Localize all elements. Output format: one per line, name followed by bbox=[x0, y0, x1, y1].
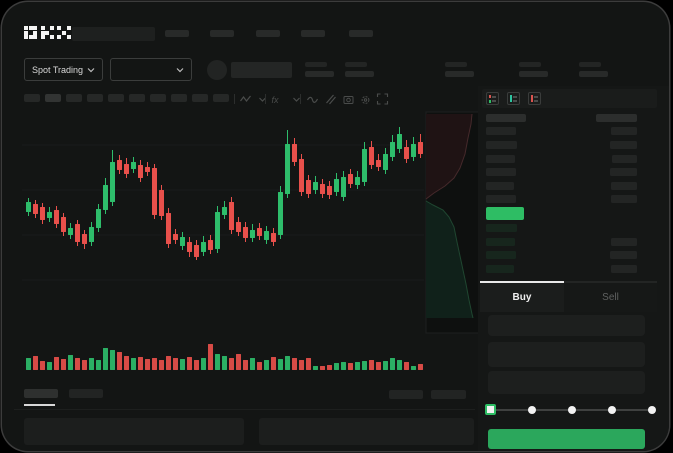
amount-input[interactable] bbox=[488, 342, 645, 367]
slider-stop-2[interactable] bbox=[568, 406, 576, 414]
ask-size-bar bbox=[611, 182, 637, 190]
stat-label-0 bbox=[305, 62, 327, 67]
ask-price-bar bbox=[486, 127, 516, 135]
slider-stop-1[interactable] bbox=[528, 406, 536, 414]
nav-item-2[interactable] bbox=[256, 30, 280, 37]
indicator-zigzag-icon[interactable] bbox=[239, 93, 252, 106]
pair-name-placeholder bbox=[231, 62, 292, 78]
logo-letter-o bbox=[24, 26, 38, 40]
logo-letter-k bbox=[40, 26, 54, 40]
search-placeholder[interactable] bbox=[72, 27, 155, 41]
active-tab-underline bbox=[24, 404, 55, 406]
stat-value-3 bbox=[519, 71, 548, 77]
slider-handle[interactable] bbox=[485, 404, 496, 415]
logo-letter-x bbox=[57, 26, 71, 40]
ask-price-bar bbox=[486, 155, 515, 163]
timeframe-button-4[interactable] bbox=[108, 94, 124, 102]
timeframe-button-5[interactable] bbox=[129, 94, 145, 102]
stat-value-2 bbox=[445, 71, 474, 77]
chevron-down-icon[interactable] bbox=[290, 93, 303, 106]
book-bids-icon[interactable] bbox=[507, 92, 520, 105]
pair-dropdown[interactable] bbox=[110, 58, 192, 81]
ask-size-bar bbox=[611, 127, 637, 135]
ask-price-bar bbox=[486, 168, 516, 176]
nav-item-4[interactable] bbox=[349, 30, 373, 37]
tab-sell-label: Sell bbox=[602, 292, 619, 303]
okx-logo bbox=[24, 26, 74, 40]
stat-value-0 bbox=[305, 71, 334, 77]
bid-price-bar bbox=[486, 265, 514, 273]
slider-stop-4[interactable] bbox=[648, 406, 656, 414]
ask-size-bar bbox=[610, 168, 637, 176]
ask-size-bar bbox=[610, 141, 637, 149]
price-input[interactable] bbox=[488, 315, 645, 336]
divider bbox=[14, 409, 475, 410]
orderbook-header-right bbox=[596, 114, 637, 122]
orderbook-toolbar bbox=[482, 89, 657, 108]
stat-label-4 bbox=[579, 62, 601, 67]
book-asks-icon[interactable] bbox=[528, 92, 541, 105]
bid-size-bar bbox=[611, 265, 637, 273]
toolbar-separator bbox=[265, 94, 266, 104]
submit-buy-button[interactable] bbox=[488, 429, 645, 449]
stat-value-1 bbox=[345, 71, 374, 77]
stat-label-1 bbox=[345, 62, 367, 67]
nav-item-3[interactable] bbox=[301, 30, 325, 37]
slider-stop-3[interactable] bbox=[608, 406, 616, 414]
book-both-icon[interactable] bbox=[486, 92, 499, 105]
chevron-down-icon[interactable] bbox=[256, 93, 269, 106]
toolbar-separator bbox=[234, 94, 235, 104]
ask-price-bar bbox=[486, 141, 517, 149]
bottom-action-0[interactable] bbox=[389, 390, 423, 399]
stat-value-4 bbox=[579, 71, 608, 77]
bottom-tab-0[interactable] bbox=[24, 389, 58, 398]
market-type-label: Spot Trading bbox=[32, 64, 84, 75]
tab-buy[interactable]: Buy bbox=[480, 281, 564, 312]
stat-label-2 bbox=[445, 62, 467, 67]
total-input[interactable] bbox=[488, 371, 645, 394]
tab-sell[interactable]: Sell bbox=[564, 281, 657, 312]
chevron-down-icon bbox=[176, 67, 184, 72]
ask-size-bar bbox=[612, 155, 637, 163]
bid-price-bar bbox=[486, 224, 517, 232]
timeframe-button-3[interactable] bbox=[87, 94, 103, 102]
camera-snapshot-icon[interactable] bbox=[342, 93, 355, 106]
bottom-action-1[interactable] bbox=[431, 390, 466, 399]
timeframe-button-7[interactable] bbox=[171, 94, 187, 102]
ask-price-bar bbox=[486, 182, 514, 190]
coin-avatar bbox=[207, 60, 227, 80]
timeframe-button-1[interactable] bbox=[45, 94, 61, 102]
timeframe-button-6[interactable] bbox=[150, 94, 166, 102]
ask-size-bar bbox=[611, 195, 637, 203]
market-type-selector[interactable]: Spot Trading bbox=[24, 58, 103, 81]
ask-price-bar bbox=[486, 195, 516, 203]
timeframe-button-9[interactable] bbox=[213, 94, 229, 102]
bid-price-bar bbox=[486, 238, 515, 246]
last-price-bar[interactable] bbox=[486, 207, 524, 220]
timeframe-button-2[interactable] bbox=[66, 94, 82, 102]
fullscreen-expand-icon[interactable] bbox=[376, 93, 389, 106]
bid-size-bar bbox=[611, 238, 637, 246]
timeframe-button-8[interactable] bbox=[192, 94, 208, 102]
fx-indicators-icon[interactable]: fx bbox=[270, 93, 283, 106]
bid-price-bar bbox=[486, 251, 516, 259]
measure-tool-icon[interactable] bbox=[324, 93, 337, 106]
chevron-down-icon bbox=[87, 67, 95, 72]
stat-label-3 bbox=[519, 62, 541, 67]
tab-buy-label: Buy bbox=[512, 292, 532, 303]
bid-size-bar bbox=[610, 251, 637, 259]
bottom-tab-1[interactable] bbox=[69, 389, 103, 398]
nav-item-1[interactable] bbox=[210, 30, 234, 37]
timeframe-button-0[interactable] bbox=[24, 94, 40, 102]
settings-gear-icon[interactable] bbox=[359, 93, 372, 106]
toolbar-separator bbox=[300, 94, 301, 104]
nav-item-0[interactable] bbox=[165, 30, 189, 37]
orders-panel-placeholder bbox=[24, 418, 244, 445]
orderbook-header-left bbox=[486, 114, 526, 122]
svg-text:fx: fx bbox=[272, 95, 280, 105]
line-tool-icon[interactable] bbox=[306, 93, 319, 106]
history-panel-placeholder bbox=[259, 418, 474, 445]
